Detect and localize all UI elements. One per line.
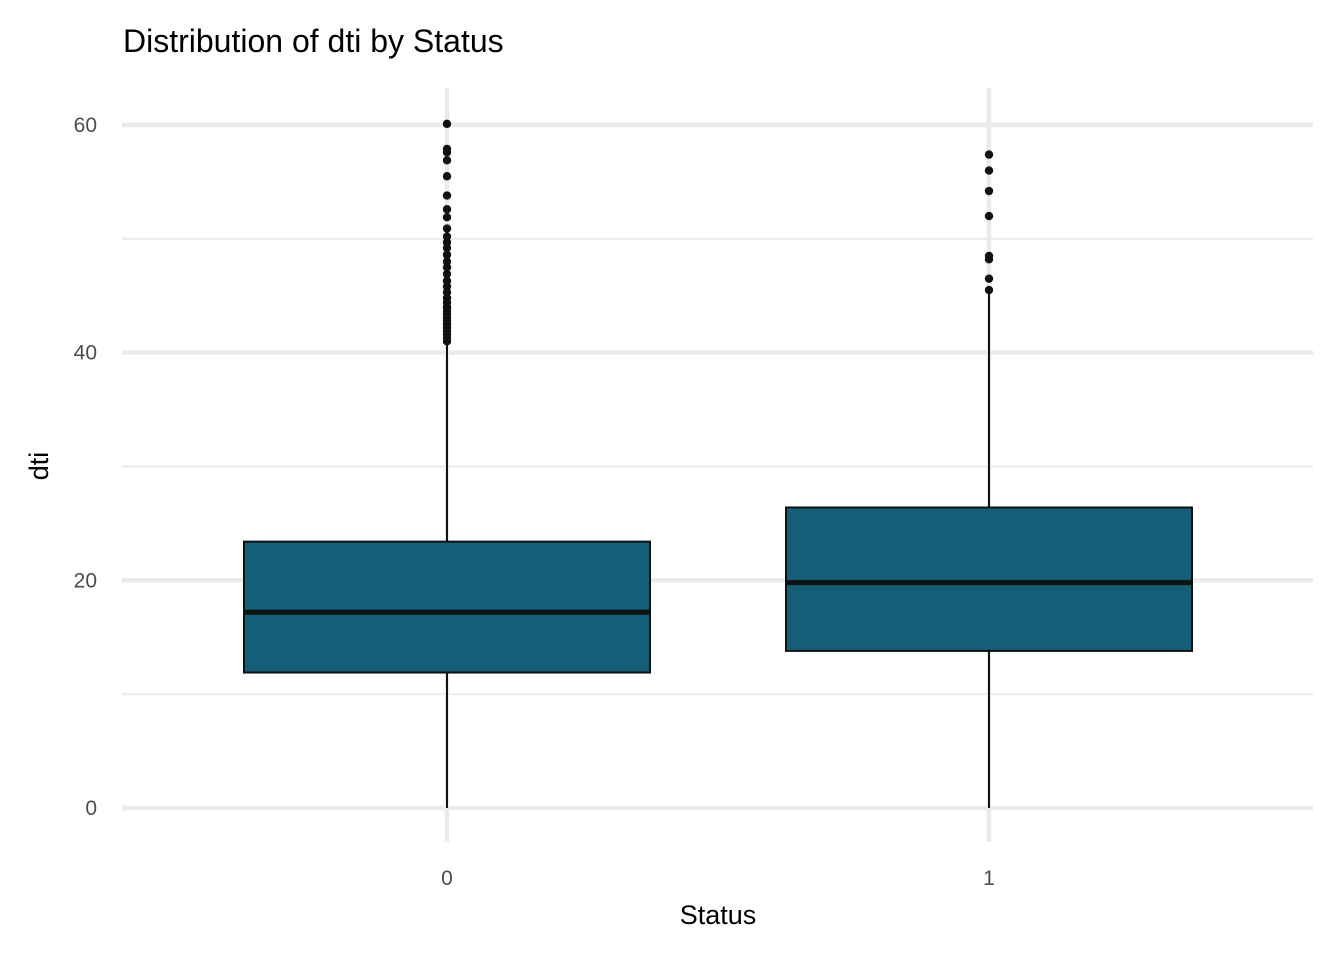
outlier-point [984,186,994,196]
outlier-point [442,232,452,241]
x-tick-label: 1 [983,867,995,890]
outlier-point [442,213,452,222]
outlier-point [442,269,452,279]
outlier-point [442,276,452,286]
chart-title: Distribution of dti by Status [123,23,504,59]
outlier-point [442,205,452,214]
outlier-point [984,166,994,175]
y-tick-label: 0 [85,797,97,820]
x-tick-label: 0 [441,867,453,890]
outlier-point [442,191,452,200]
y-axis-title: dti [24,452,54,481]
outlier-point [442,119,452,129]
outlier-point [984,251,994,261]
x-axis-title: Status [680,900,757,930]
iqr-box [785,506,1193,652]
y-tick-label: 40 [74,342,97,365]
outlier-point [984,285,994,295]
outlier-point [442,250,452,259]
y-axis-ticks: 0 20 40 60 [74,114,97,820]
outlier-point [984,150,994,159]
outlier-point [442,156,452,165]
outlier-point [442,172,452,181]
y-tick-label: 20 [74,569,97,592]
iqr-box [243,540,651,674]
outlier-point [442,144,452,154]
grid-lines [122,88,1313,842]
outlier-point [442,257,452,266]
y-tick-label: 60 [74,114,97,137]
outlier-point [984,211,994,221]
boxplot-series [243,119,1193,808]
outlier-point [984,274,994,283]
box-group-1 [785,150,1193,808]
outlier-point [442,224,452,233]
box-group-0 [243,119,651,808]
